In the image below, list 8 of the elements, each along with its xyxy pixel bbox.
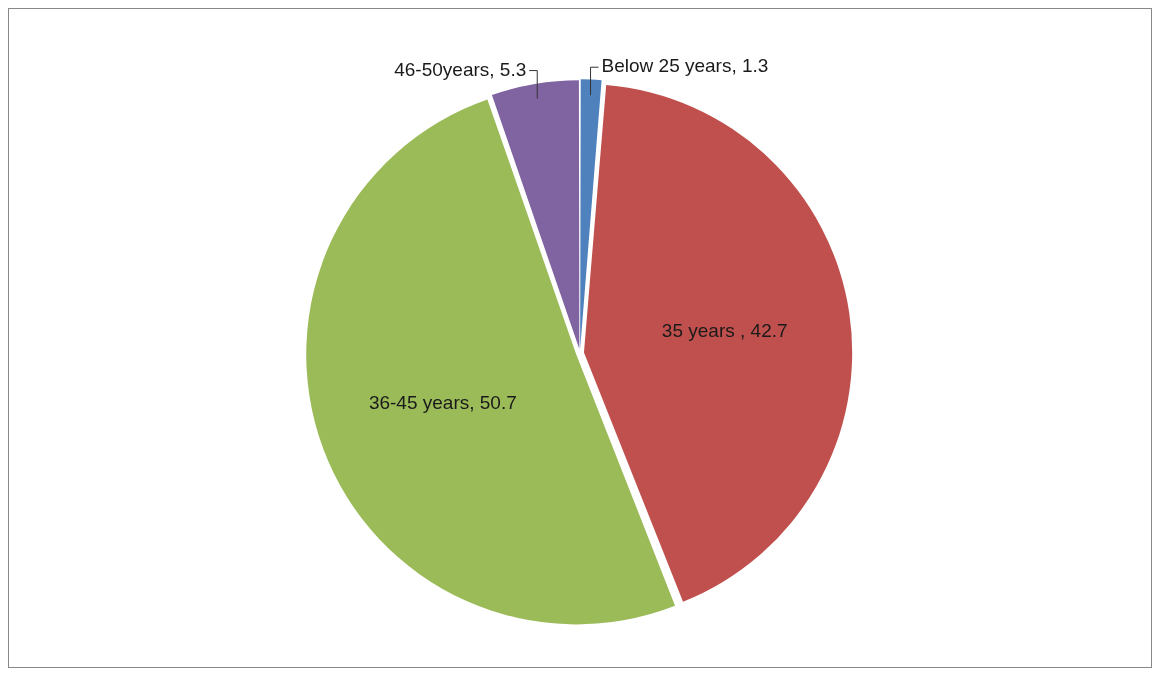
data-label: , 42.7 (740, 319, 788, 341)
data-label: , 50.7 (469, 392, 517, 414)
slice-label: 35 years (661, 319, 741, 341)
slice-label: 36-45 years (368, 392, 470, 414)
slice-label: Below 25 years (601, 55, 732, 77)
data-label: , 1.3 (731, 55, 769, 77)
slice-label: 46-50years (394, 58, 490, 80)
data-label: , 5.3 (489, 58, 527, 80)
